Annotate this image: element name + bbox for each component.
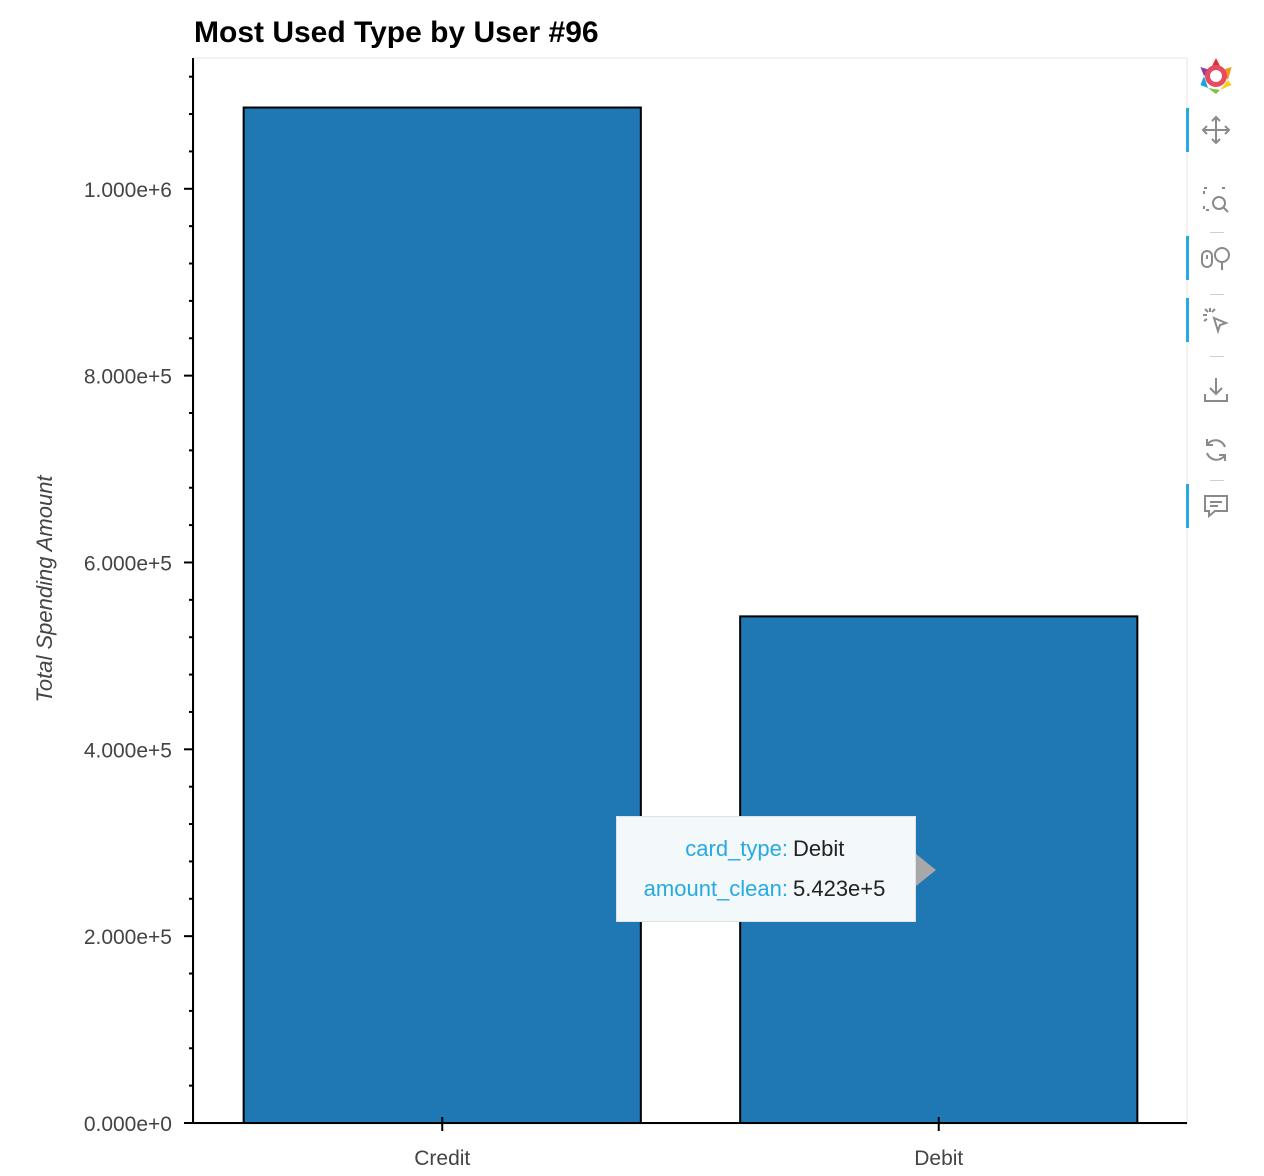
x-tick-label: Credit [414,1147,470,1170]
hover-tooltip: card_type: Debit amount_clean: 5.423e+5 [616,816,916,922]
bokeh-logo-icon[interactable] [1186,54,1246,98]
y-tick-label: 4.000e+5 [84,739,172,762]
tooltip-pointer [916,854,936,886]
pan-tool[interactable] [1186,108,1246,152]
hover-icon [1200,490,1232,522]
tooltip-value: Debit [793,836,844,862]
pan-icon [1200,114,1232,146]
wheel-zoom-tool[interactable] [1186,236,1246,280]
toolbar-separator [1210,480,1224,481]
y-tick-label: 1.000e+6 [84,179,172,202]
y-tick-label: 8.000e+5 [84,366,172,389]
reset-icon [1200,434,1232,466]
box-zoom-icon [1200,184,1232,216]
hover-tool[interactable] [1186,484,1246,528]
box-zoom-tool[interactable] [1186,178,1246,222]
reset-tool[interactable] [1186,428,1246,472]
tooltip-key: card_type: [617,836,793,862]
y-tick-label: 0.000e+0 [84,1113,172,1136]
toolbar-separator [1210,232,1224,233]
y-tick-label: 2.000e+5 [84,926,172,949]
y-tick-label: 6.000e+5 [84,552,172,575]
chart-title: Most Used Type by User #96 [194,16,599,49]
save-tool[interactable] [1186,368,1246,412]
tooltip-row-amount: amount_clean: 5.423e+5 [617,869,915,909]
y-axis-label: Total Spending Amount [32,475,57,703]
bar-credit[interactable] [244,108,641,1123]
toolbar-separator [1210,356,1224,357]
x-tick-label: Debit [914,1147,963,1170]
wheel-zoom-icon [1199,242,1233,274]
bars [244,108,1138,1123]
tooltip-key: amount_clean: [617,876,793,902]
toolbar-separator [1210,294,1224,295]
plot-toolbar [1186,54,1246,554]
tooltip-row-card-type: card_type: Debit [617,829,915,869]
tooltip-value: 5.423e+5 [793,876,885,902]
tap-icon [1200,304,1232,336]
save-icon [1200,374,1232,406]
tap-tool[interactable] [1186,298,1246,342]
